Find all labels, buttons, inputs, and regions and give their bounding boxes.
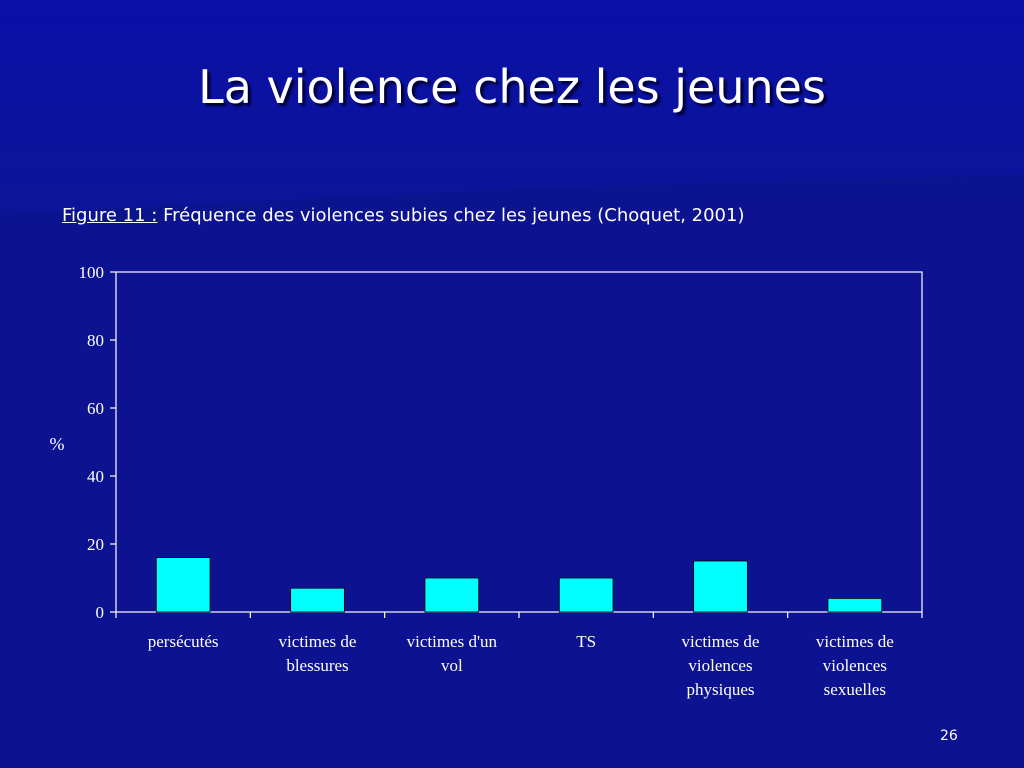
x-category-label: victimes de bbox=[682, 632, 760, 651]
x-category-label: physiques bbox=[687, 680, 755, 699]
y-tick-label: 80 bbox=[87, 331, 104, 350]
y-tick-label: 0 bbox=[96, 603, 105, 622]
x-category-label: persécutés bbox=[148, 632, 219, 651]
chart-labels: 0 20 40 60 80 100% persécutés victimes de blessu… bbox=[50, 263, 894, 699]
y-tick-label: 60 bbox=[87, 399, 104, 418]
x-category-label: violences bbox=[688, 656, 752, 675]
chart-bars bbox=[155, 557, 883, 613]
chart-axes bbox=[110, 271, 923, 618]
bar bbox=[827, 598, 883, 613]
x-category-label: vol bbox=[441, 656, 463, 675]
y-tick-label: 100 bbox=[79, 263, 105, 282]
x-category-label: victimes de bbox=[279, 632, 357, 651]
x-category-label: victimes de bbox=[816, 632, 894, 651]
x-category-label: blessures bbox=[286, 656, 348, 675]
y-tick-label: 20 bbox=[87, 535, 104, 554]
page-number: 26 bbox=[940, 728, 958, 744]
x-category-label: victimes d'un bbox=[407, 632, 498, 651]
y-tick-label: 40 bbox=[87, 467, 104, 486]
x-category-label: sexuelles bbox=[824, 680, 886, 699]
bar bbox=[693, 560, 748, 613]
x-category-label: TS bbox=[576, 632, 596, 651]
bar bbox=[558, 577, 614, 613]
figure-caption-text: Fréquence des violences subies chez les … bbox=[157, 205, 745, 226]
y-axis-label: % bbox=[50, 434, 65, 454]
figure-label: Figure 11 : bbox=[62, 205, 158, 226]
x-category-label: violences bbox=[823, 656, 887, 675]
bar bbox=[424, 577, 480, 613]
bar bbox=[290, 587, 345, 613]
slide-title: La violence chez les jeunes bbox=[198, 60, 826, 114]
figure-caption: Figure 11 : Fréquence des violences subi… bbox=[62, 205, 744, 226]
plot-frame bbox=[115, 271, 923, 613]
bar bbox=[155, 557, 211, 613]
